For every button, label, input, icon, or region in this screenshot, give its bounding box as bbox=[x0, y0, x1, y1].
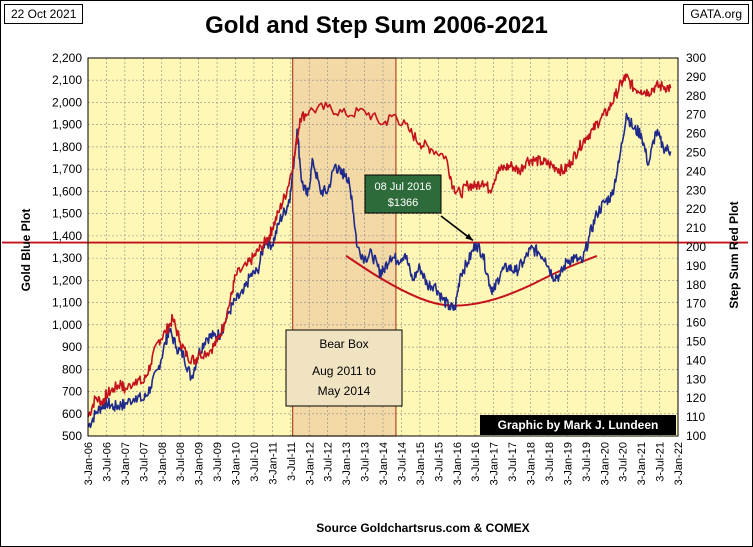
y-left-tick-label: 1,800 bbox=[52, 140, 82, 154]
x-tick-label: 3-Jul-12 bbox=[323, 442, 335, 482]
x-tick-label: 3-Jul-09 bbox=[212, 442, 224, 482]
y-left-tick-label: 1,200 bbox=[52, 273, 82, 287]
y-right-tick-label: 100 bbox=[686, 429, 706, 443]
x-tick-label: 3-Jan-15 bbox=[415, 442, 427, 485]
y-right-tick-label: 120 bbox=[686, 391, 706, 405]
y-left-tick-label: 1,000 bbox=[52, 318, 82, 332]
x-tick-label: 3-Jul-06 bbox=[101, 442, 113, 482]
y-left-tick-label: 700 bbox=[62, 385, 82, 399]
bear-box-label-start: Aug 2011 to bbox=[312, 364, 376, 378]
x-tick-label: 3-Jan-07 bbox=[120, 442, 132, 485]
x-tick-label: 3-Jul-07 bbox=[138, 442, 150, 482]
x-tick-label: 3-Jan-21 bbox=[636, 442, 648, 485]
x-tick-label: 3-Jul-19 bbox=[581, 442, 593, 482]
x-tick-label: 3-Jul-14 bbox=[396, 442, 408, 482]
x-tick-label: 3-Jan-06 bbox=[83, 442, 95, 485]
y-left-tick-label: 1,600 bbox=[52, 184, 82, 198]
y-left-axis-title: Gold Blue Plot bbox=[19, 209, 33, 292]
callout-box bbox=[364, 174, 442, 214]
y-left-tick-label: 1,300 bbox=[52, 251, 82, 265]
y-right-tick-label: 200 bbox=[686, 240, 706, 254]
x-tick-label: 3-Jul-18 bbox=[544, 442, 556, 482]
x-tick-label: 3-Jan-18 bbox=[526, 442, 538, 485]
callout-arrowhead bbox=[465, 233, 473, 241]
x-tick-label: 3-Jan-08 bbox=[157, 442, 169, 485]
y-right-tick-label: 230 bbox=[686, 183, 706, 197]
x-tick-label: 3-Jan-16 bbox=[452, 442, 464, 485]
x-tick-label: 3-Jul-08 bbox=[175, 442, 187, 482]
bear-box-label-title: Bear Box bbox=[319, 337, 368, 351]
y-left-tick-label: 2,000 bbox=[52, 95, 82, 109]
series-line-gold bbox=[87, 112, 672, 429]
y-right-tick-label: 260 bbox=[686, 127, 706, 141]
y-right-tick-label: 250 bbox=[686, 146, 706, 160]
x-tick-label: 3-Jul-16 bbox=[470, 442, 482, 482]
y-left-tick-label: 1,700 bbox=[52, 162, 82, 176]
y-left-tick-label: 500 bbox=[62, 429, 82, 443]
plot-border bbox=[87, 57, 679, 437]
y-left-tick-label: 800 bbox=[62, 362, 82, 376]
y-right-tick-label: 150 bbox=[686, 335, 706, 349]
y-left-tick-label: 1,500 bbox=[52, 207, 82, 221]
x-tick-label: 3-Jan-09 bbox=[194, 442, 206, 485]
y-left-tick-label: 600 bbox=[62, 407, 82, 421]
y-right-tick-label: 290 bbox=[686, 70, 706, 84]
y-right-tick-label: 190 bbox=[686, 259, 706, 273]
y-right-tick-label: 270 bbox=[686, 108, 706, 122]
bowl-curve bbox=[345, 254, 598, 307]
y-right-tick-label: 130 bbox=[686, 372, 706, 386]
date-label: 22 Oct 2021 bbox=[4, 4, 84, 24]
chart-title: Gold and Step Sum 2006-2021 bbox=[205, 12, 548, 39]
bear-box-label-end: May 2014 bbox=[318, 384, 371, 398]
y-right-tick-label: 110 bbox=[686, 410, 705, 424]
y-right-tick-label: 240 bbox=[686, 164, 706, 178]
x-tick-label: 3-Jan-20 bbox=[599, 442, 611, 485]
x-tick-label: 3-Jul-15 bbox=[433, 442, 445, 482]
x-tick-label: 3-Jan-13 bbox=[341, 442, 353, 485]
y-left-tick-label: 2,100 bbox=[52, 73, 82, 87]
bear-box-label-panel bbox=[285, 329, 403, 407]
y-right-tick-label: 170 bbox=[686, 297, 706, 311]
callout-date: 08 Jul 2016 bbox=[375, 181, 432, 193]
y-right-tick-label: 220 bbox=[686, 202, 706, 216]
y-right-tick-label: 180 bbox=[686, 278, 706, 292]
x-tick-label: 3-Jul-17 bbox=[507, 442, 519, 482]
y-left-tick-label: 1,100 bbox=[52, 296, 82, 310]
y-right-tick-label: 280 bbox=[686, 89, 706, 103]
x-tick-label: 3-Jan-10 bbox=[231, 442, 243, 485]
x-tick-label: 3-Jan-17 bbox=[489, 442, 501, 485]
x-axis-source-label: Source Goldchartsrus.com & COMEX bbox=[316, 521, 529, 535]
x-tick-label: 3-Jul-20 bbox=[618, 442, 630, 482]
y-right-tick-label: 300 bbox=[686, 51, 706, 65]
y-right-axis-title: Step Sum Red Plot bbox=[727, 201, 741, 308]
y-left-tick-label: 900 bbox=[62, 340, 82, 354]
y-left-tick-label: 1,900 bbox=[52, 118, 82, 132]
x-tick-label: 3-Jul-10 bbox=[249, 442, 261, 482]
x-tick-label: 3-Jan-14 bbox=[378, 442, 390, 485]
site-label: GATA.org bbox=[683, 4, 749, 24]
y-right-tick-label: 160 bbox=[686, 316, 706, 330]
series-line-step-sum bbox=[87, 73, 672, 418]
x-tick-label: 3-Jan-22 bbox=[673, 442, 685, 485]
x-tick-label: 3-Jul-13 bbox=[360, 442, 372, 482]
y-right-tick-label: 210 bbox=[686, 221, 706, 235]
y-left-tick-label: 2,200 bbox=[52, 51, 82, 65]
x-tick-label: 3-Jul-21 bbox=[655, 442, 667, 482]
y-left-tick-label: 1,400 bbox=[52, 229, 82, 243]
x-tick-label: 3-Jan-12 bbox=[304, 442, 316, 485]
credit-text: Graphic by Mark J. Lundeen bbox=[498, 418, 659, 432]
credit-box bbox=[480, 415, 676, 435]
x-tick-label: 3-Jan-11 bbox=[267, 442, 279, 485]
callout-value: $1366 bbox=[388, 197, 419, 209]
x-tick-label: 3-Jul-11 bbox=[286, 442, 298, 481]
y-right-tick-label: 140 bbox=[686, 353, 706, 367]
x-tick-label: 3-Jan-19 bbox=[562, 442, 574, 485]
